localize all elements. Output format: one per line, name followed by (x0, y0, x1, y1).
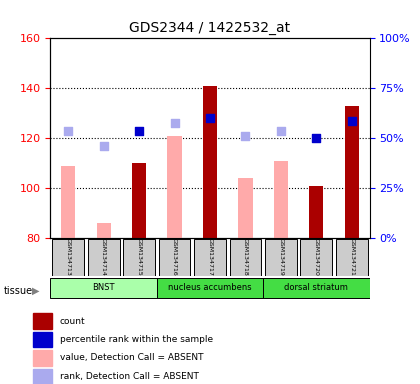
FancyBboxPatch shape (300, 239, 332, 276)
Bar (33, 369, 52, 384)
Text: ▶: ▶ (32, 286, 39, 296)
FancyBboxPatch shape (336, 239, 368, 276)
Text: GDS2344 / 1422532_at: GDS2344 / 1422532_at (129, 21, 291, 35)
Point (65, 127, 71, 134)
FancyBboxPatch shape (194, 239, 226, 276)
Bar (97, 223, 111, 238)
Text: GSM134714: GSM134714 (101, 238, 106, 276)
Text: BNST: BNST (92, 283, 115, 293)
Bar (274, 161, 288, 238)
Text: GSM134717: GSM134717 (207, 238, 213, 276)
Text: GSM134719: GSM134719 (278, 238, 284, 276)
Text: tissue: tissue (4, 286, 33, 296)
Point (242, 132, 249, 139)
FancyBboxPatch shape (263, 278, 370, 298)
Bar (239, 178, 252, 238)
Text: count: count (60, 316, 85, 326)
Text: value, Detection Call = ABSENT: value, Detection Call = ABSENT (60, 353, 203, 362)
FancyBboxPatch shape (157, 278, 263, 298)
Bar (61, 166, 75, 238)
FancyBboxPatch shape (50, 278, 157, 298)
Bar (132, 163, 146, 238)
Bar (309, 185, 323, 238)
Bar (33, 350, 52, 366)
Bar (345, 106, 359, 238)
Bar (33, 313, 52, 329)
Text: nucleus accumbens: nucleus accumbens (168, 283, 252, 293)
Text: rank, Detection Call = ABSENT: rank, Detection Call = ABSENT (60, 372, 199, 381)
Point (278, 127, 284, 134)
FancyBboxPatch shape (265, 239, 297, 276)
FancyBboxPatch shape (123, 239, 155, 276)
Text: GSM134715: GSM134715 (136, 238, 142, 276)
Point (349, 118, 355, 124)
Text: GSM134716: GSM134716 (172, 238, 177, 276)
Text: dorsal striatum: dorsal striatum (284, 283, 348, 293)
FancyBboxPatch shape (229, 239, 261, 276)
Text: GSM134713: GSM134713 (66, 238, 71, 276)
Point (207, 115, 213, 121)
Bar (33, 332, 52, 347)
Point (171, 120, 178, 126)
FancyBboxPatch shape (88, 239, 120, 276)
FancyBboxPatch shape (159, 239, 191, 276)
Bar (168, 136, 181, 238)
Text: GSM134718: GSM134718 (243, 238, 248, 276)
Text: GSM134721: GSM134721 (349, 238, 354, 276)
Bar (203, 86, 217, 238)
FancyBboxPatch shape (52, 239, 84, 276)
Point (313, 135, 320, 141)
Text: GSM134720: GSM134720 (314, 238, 319, 276)
Point (100, 142, 107, 149)
Point (136, 127, 142, 134)
Text: percentile rank within the sample: percentile rank within the sample (60, 335, 213, 344)
